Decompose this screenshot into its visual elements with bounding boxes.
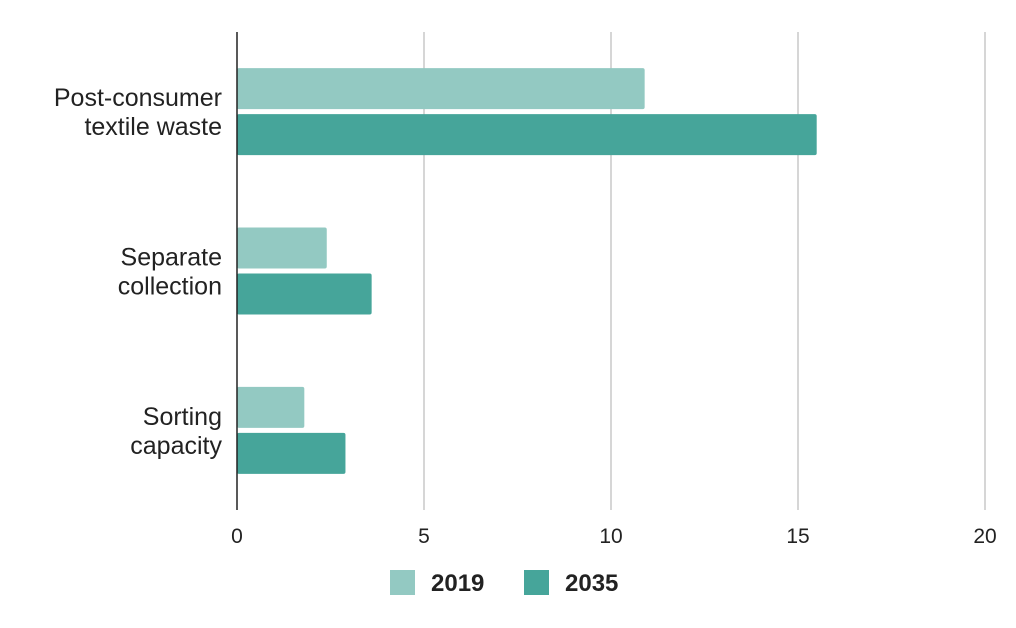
- x-tick-labels: 0 5 10 15 20: [231, 525, 997, 548]
- x-tick-label-5: 5: [418, 525, 430, 548]
- bar-2035-category-1: [237, 273, 372, 315]
- category-label-1-line-1: collection: [118, 273, 222, 301]
- bar-2035-category-2: [237, 432, 346, 474]
- bars: [237, 68, 817, 474]
- legend-swatch-2035: [524, 570, 549, 595]
- category-label-2-line-0: Sorting: [143, 403, 222, 431]
- bar-2035-category-0: [237, 114, 817, 156]
- bar-2019-category-2: [237, 386, 305, 428]
- x-tick-label-20: 20: [973, 525, 996, 548]
- category-label-2-line-1: capacity: [130, 432, 222, 460]
- x-tick-label-0: 0: [231, 525, 243, 548]
- bar-2019-category-0: [237, 68, 645, 110]
- category-label-1-line-0: Separate: [121, 244, 222, 272]
- category-label-0-line-0: Post-consumer: [54, 84, 222, 112]
- x-tick-label-15: 15: [786, 525, 809, 548]
- legend-swatch-2019: [390, 570, 415, 595]
- gridlines: [423, 32, 986, 510]
- x-tick-label-10: 10: [599, 525, 622, 548]
- legend-label-2035: 2035: [565, 570, 618, 597]
- category-label-0-line-1: textile waste: [84, 113, 222, 141]
- legend-label-2019: 2019: [431, 570, 484, 597]
- bar-2019-category-1: [237, 227, 327, 269]
- legend: 2019 2035: [390, 570, 618, 597]
